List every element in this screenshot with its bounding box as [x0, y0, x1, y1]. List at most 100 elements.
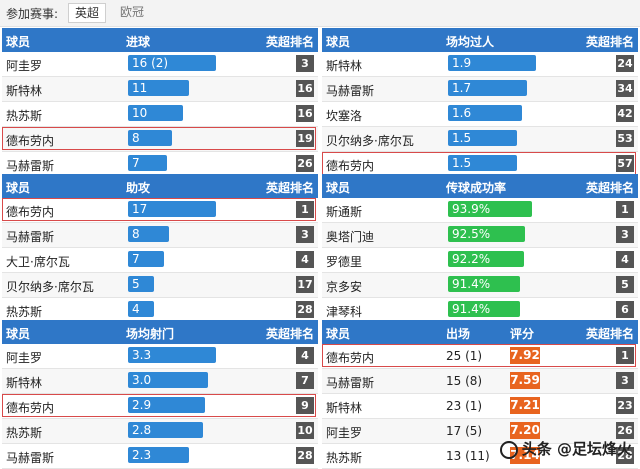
- rating-panel: 球员 出场 评分 英超排名 德布劳内 25 (1) 7.92 1 马赫雷斯 15 (8) 7.59 3…: [322, 320, 638, 469]
- league-rank-badge: 42: [616, 105, 634, 122]
- stat-bar: 10: [128, 105, 183, 121]
- league-rank-badge: 17: [296, 276, 314, 293]
- league-rank-badge: 16: [296, 105, 314, 122]
- player-row[interactable]: 马赫雷斯 1.7 34: [322, 77, 638, 102]
- panel-header: 球员 进球 英超排名: [2, 28, 318, 52]
- stat-bar: 3.0: [128, 372, 208, 388]
- player-row[interactable]: 阿圭罗 16 (2) 3: [2, 52, 318, 77]
- player-name: 德布劳内: [6, 401, 55, 415]
- league-rank-badge: 28: [296, 447, 314, 464]
- col-rating-header: 评分: [510, 327, 535, 341]
- player-row[interactable]: 热苏斯 10 16: [2, 102, 318, 127]
- stat-bar: 1.5: [448, 130, 518, 146]
- col-rank-header: 英超排名: [585, 327, 634, 341]
- player-name: 贝尔纳多·席尔瓦: [326, 134, 414, 148]
- player-row[interactable]: 阿圭罗 17 (5) 7.20 26: [322, 419, 638, 444]
- league-rank-badge: 3: [616, 372, 634, 389]
- player-name: 德布劳内: [6, 134, 55, 148]
- stat-bar: 91.4%: [448, 301, 521, 317]
- stat-bar: 1.7: [448, 80, 527, 96]
- rating-badge: 7.20: [510, 422, 540, 439]
- league-rank-badge: 24: [616, 55, 634, 72]
- stat-bar: 91.4%: [448, 276, 521, 292]
- league-rank-badge: 3: [296, 55, 314, 72]
- player-row[interactable]: 罗德里 92.2% 4: [322, 248, 638, 273]
- appearances: 23 (1): [446, 399, 483, 413]
- stat-bar: 1.6: [448, 105, 523, 121]
- appearances: 15 (8): [446, 374, 483, 388]
- player-name: 阿圭罗: [6, 59, 43, 73]
- player-row[interactable]: 德布劳内 2.9 9: [2, 394, 318, 419]
- col-rank-header: 英超排名: [585, 181, 634, 195]
- league-rank-badge: 23: [616, 397, 634, 414]
- col-player-header: 球员: [6, 35, 31, 49]
- player-row[interactable]: 热苏斯 2.8 10: [2, 419, 318, 444]
- league-rank-badge: 6: [616, 301, 634, 318]
- player-row[interactable]: 马赫雷斯 15 (8) 7.59 3: [322, 369, 638, 394]
- panel-header: 球员 助攻 英超排名: [2, 174, 318, 198]
- stat-bar: 7: [128, 251, 165, 267]
- league-rank-badge: 28: [616, 447, 634, 464]
- player-row[interactable]: 阿圭罗 3.3 4: [2, 344, 318, 369]
- toutiao-logo-icon: [499, 440, 518, 459]
- league-rank-badge: 53: [616, 130, 634, 147]
- tab-premier-league[interactable]: 英超: [68, 3, 107, 23]
- stat-panel: 球员 助攻 英超排名 德布劳内 17 1 马赫雷斯 8 3 大卫·席尔瓦 7 4 贝尔纳多·席尔瓦 5 17…: [2, 174, 318, 323]
- stat-bar: 16 (2): [128, 55, 216, 71]
- stat-bar: 5: [128, 276, 154, 292]
- player-row[interactable]: 京多安 91.4% 5: [322, 273, 638, 298]
- col-rank-header: 英超排名: [265, 327, 314, 341]
- player-name: 热苏斯: [6, 109, 43, 123]
- player-name: 斯特林: [6, 84, 43, 98]
- player-row[interactable]: 斯通斯 93.9% 1: [322, 198, 638, 223]
- player-name: 热苏斯: [326, 451, 363, 465]
- player-row[interactable]: 斯特林 1.9 24: [322, 52, 638, 77]
- player-row[interactable]: 德布劳内 1.5 57: [322, 152, 638, 177]
- player-name: 大卫·席尔瓦: [6, 255, 70, 269]
- player-name: 马赫雷斯: [6, 159, 55, 173]
- stat-bar: 92.2%: [448, 251, 524, 267]
- player-row[interactable]: 贝尔纳多·席尔瓦 5 17: [2, 273, 318, 298]
- player-row[interactable]: 热苏斯 4 28: [2, 298, 318, 323]
- league-rank-badge: 10: [296, 422, 314, 439]
- player-row[interactable]: 大卫·席尔瓦 7 4: [2, 248, 318, 273]
- col-player-header: 球员: [6, 327, 31, 341]
- panel-header: 球员 传球成功率 英超排名: [322, 174, 638, 198]
- player-row[interactable]: 德布劳内 25 (1) 7.92 1: [322, 344, 638, 369]
- league-rank-badge: 34: [616, 80, 634, 97]
- tab-champions-league[interactable]: 欧冠: [120, 5, 145, 19]
- stat-bar: 8: [128, 130, 172, 146]
- player-name: 德布劳内: [326, 159, 375, 173]
- player-row[interactable]: 德布劳内 8 19: [2, 127, 318, 152]
- player-row[interactable]: 津琴科 91.4% 6: [322, 298, 638, 323]
- player-name: 热苏斯: [6, 426, 43, 440]
- stat-bar: 1.5: [448, 155, 518, 171]
- col-stat-header: 场均射门: [126, 327, 175, 341]
- player-row[interactable]: 德布劳内 17 1: [2, 198, 318, 223]
- col-player-header: 球员: [326, 35, 351, 49]
- league-rank-badge: 1: [616, 347, 634, 364]
- stat-bar: 3.3: [128, 347, 216, 363]
- player-row[interactable]: 奥塔门迪 92.5% 3: [322, 223, 638, 248]
- player-name: 罗德里: [326, 255, 363, 269]
- col-rank-header: 英超排名: [265, 35, 314, 49]
- player-name: 斯特林: [6, 376, 43, 390]
- col-apps-header: 出场: [446, 327, 471, 341]
- player-row[interactable]: 斯特林 3.0 7: [2, 369, 318, 394]
- league-rank-badge: 19: [296, 130, 314, 147]
- stat-bar: 92.5%: [448, 226, 526, 242]
- player-row[interactable]: 斯特林 23 (1) 7.21 23: [322, 394, 638, 419]
- player-row[interactable]: 马赫雷斯 2.3 28: [2, 444, 318, 469]
- player-row[interactable]: 马赫雷斯 8 3: [2, 223, 318, 248]
- league-rank-badge: 57: [616, 155, 634, 172]
- col-player-header: 球员: [326, 181, 351, 195]
- player-name: 阿圭罗: [6, 351, 43, 365]
- stat-bar: 93.9%: [448, 201, 532, 217]
- player-row[interactable]: 斯特林 11 16: [2, 77, 318, 102]
- player-row[interactable]: 坎塞洛 1.6 42: [322, 102, 638, 127]
- competition-filter-bar: 参加赛事: 英超 欧冠: [0, 0, 640, 27]
- player-name: 津琴科: [326, 305, 363, 319]
- player-row[interactable]: 贝尔纳多·席尔瓦 1.5 53: [322, 127, 638, 152]
- league-rank-badge: 3: [296, 226, 314, 243]
- col-rank-header: 英超排名: [265, 181, 314, 195]
